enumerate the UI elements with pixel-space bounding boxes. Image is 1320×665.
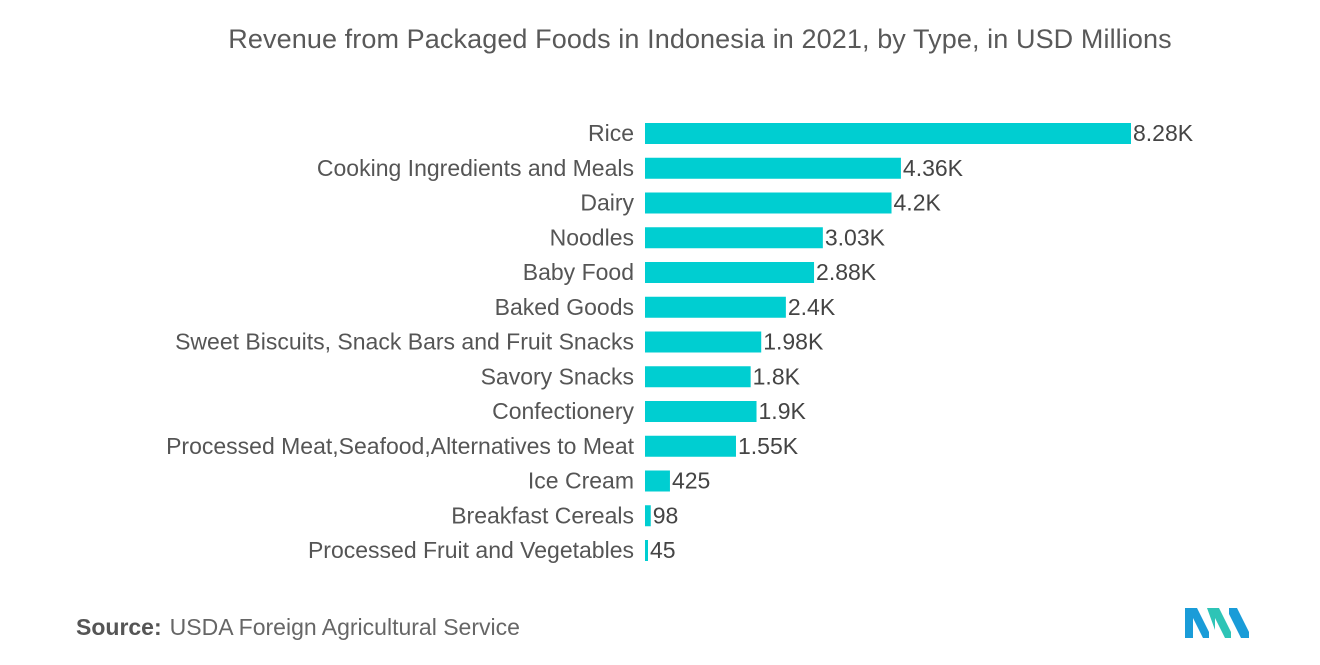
- value-label: 4.2K: [894, 190, 942, 216]
- category-label: Ice Cream: [528, 468, 634, 494]
- category-label: Sweet Biscuits, Snack Bars and Fruit Sna…: [175, 329, 634, 355]
- source-note: Source: USDA Foreign Agricultural Service: [76, 614, 520, 641]
- value-label: 2.88K: [816, 259, 877, 285]
- bar: [645, 123, 1131, 144]
- category-label: Noodles: [550, 224, 634, 250]
- value-label: 1.9K: [759, 398, 807, 424]
- category-label: Breakfast Cereals: [451, 502, 634, 528]
- value-labels: 8.28K 4.36K 4.2K 3.03K 2.88K 2.4K 1.98K 1.8K 1.9…: [650, 120, 1194, 563]
- value-label: 1.8K: [753, 363, 801, 389]
- bar: [645, 331, 762, 353]
- value-label: 4.36K: [903, 155, 964, 181]
- category-label: Baked Goods: [495, 294, 634, 320]
- value-label: 8.28K: [1133, 120, 1194, 146]
- bar-chart: Rice Cooking Ingredients and Meals Dairy No…: [166, 120, 1194, 563]
- mordor-intelligence-logo-icon: [1185, 602, 1251, 643]
- chart-title: Revenue from Packaged Foods in Indonesia…: [228, 24, 1172, 54]
- bar: [645, 227, 823, 249]
- category-label: Processed Meat,Seafood,Alternatives to M…: [166, 433, 635, 459]
- bar: [645, 435, 736, 457]
- value-label: 98: [653, 502, 679, 528]
- bar: [645, 540, 648, 561]
- source-text: USDA Foreign Agricultural Service: [169, 614, 520, 640]
- value-label: 1.55K: [738, 433, 799, 459]
- category-label: Processed Fruit and Vegetables: [308, 537, 634, 563]
- category-label: Savory Snacks: [481, 363, 634, 389]
- bar: [645, 262, 815, 283]
- source-label: Source:: [76, 614, 162, 640]
- bar: [645, 401, 757, 422]
- category-label: Rice: [588, 120, 634, 146]
- category-label: Dairy: [580, 190, 634, 216]
- value-label: 2.4K: [788, 294, 836, 320]
- bar: [645, 366, 751, 388]
- bar: [645, 192, 892, 214]
- bar: [645, 157, 901, 179]
- category-label: Confectionery: [492, 398, 634, 424]
- bar: [645, 470, 670, 492]
- value-label: 1.98K: [763, 329, 824, 355]
- category-labels: Rice Cooking Ingredients and Meals Dairy No…: [166, 120, 635, 563]
- category-label: Cooking Ingredients and Meals: [317, 155, 634, 181]
- value-label: 3.03K: [825, 224, 886, 250]
- value-label: 45: [650, 537, 676, 563]
- bar: [645, 505, 651, 527]
- category-label: Baby Food: [523, 259, 634, 285]
- value-label: 425: [672, 468, 710, 494]
- bar: [645, 296, 786, 318]
- bars: [645, 123, 1131, 561]
